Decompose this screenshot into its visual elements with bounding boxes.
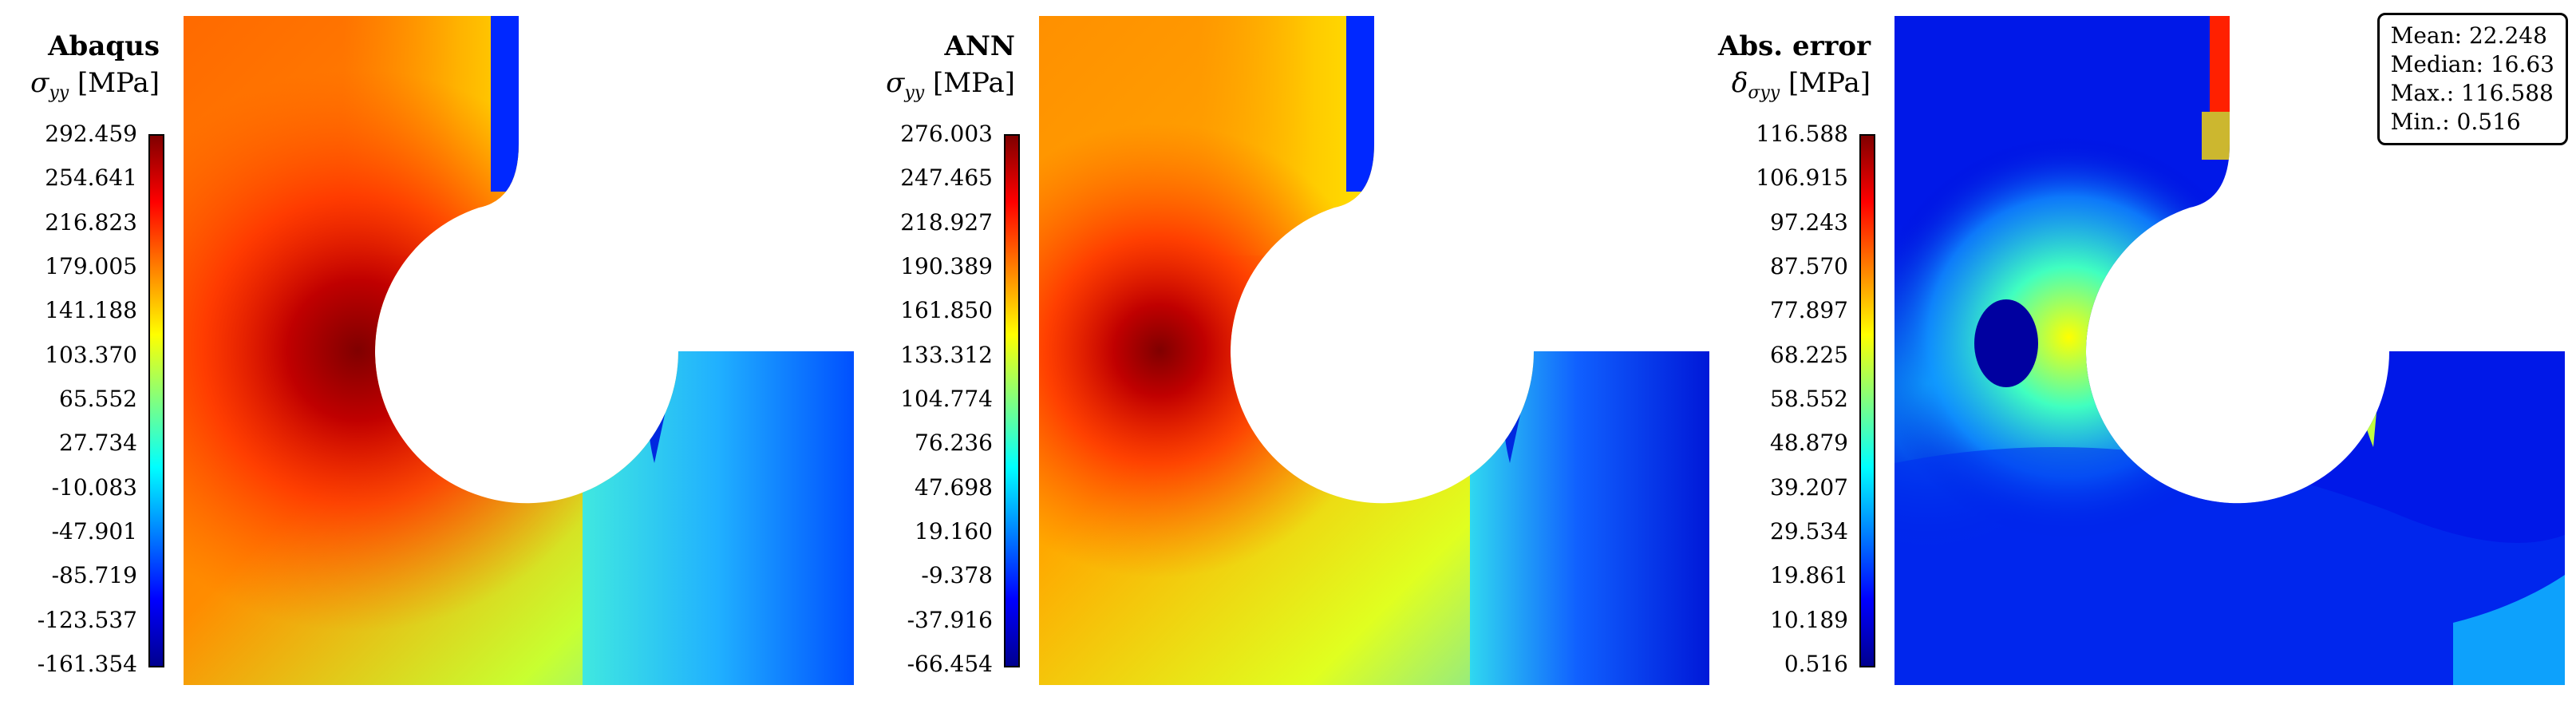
- colorbar-tick: 97.243: [1770, 209, 1848, 236]
- colorbar-tick: 190.389: [900, 253, 993, 279]
- colorbar-ticks: 116.588 106.915 97.243 87.570 77.897 68.…: [1689, 121, 1848, 677]
- stress-field-svg: [184, 16, 854, 685]
- panel-title: Abaqus: [48, 30, 160, 62]
- stat-mean: Mean: 22.248: [2390, 22, 2547, 49]
- colorbar-tick: 179.005: [45, 253, 137, 279]
- quantity-subscript: σyy: [1748, 82, 1780, 103]
- panel-title-block: Abaqus σyy [MPa]: [30, 29, 160, 113]
- error-stats-box: Mean: 22.248 Median: 16.63 Max.: 116.588…: [2376, 13, 2568, 145]
- colorbar-tick: -47.901: [51, 518, 137, 545]
- colorbar-tick: 77.897: [1770, 297, 1848, 323]
- colorbar-tick: -10.083: [51, 474, 137, 501]
- colorbar-tick: 254.641: [45, 164, 137, 191]
- stress-field-plot: [184, 16, 854, 685]
- panel-abaqus: Abaqus σyy [MPa] 292.459 254.641 216.823…: [0, 0, 854, 701]
- colorbar-tick: 47.698: [915, 474, 993, 501]
- unit-label: [MPa]: [77, 67, 160, 99]
- colorbar-tick: 133.312: [900, 342, 993, 368]
- colorbar-tick: 19.160: [915, 518, 993, 545]
- quantity-label: σyy [MPa]: [30, 64, 160, 113]
- stat-max: Max.: 116.588: [2390, 80, 2554, 106]
- panel-title: Abs. error: [1717, 30, 1871, 62]
- colorbar-tick: 48.879: [1770, 430, 1848, 456]
- colorbar-tick: 104.774: [900, 386, 993, 412]
- quantity-label: δσyy [MPa]: [1718, 64, 1871, 113]
- quantity-label: σyy [MPa]: [886, 64, 1015, 113]
- panel-title-block: ANN σyy [MPa]: [886, 29, 1015, 113]
- colorbar-tick: -37.916: [907, 607, 993, 633]
- quantity-subscript: yy: [49, 82, 69, 103]
- colorbar-tick: 247.465: [900, 164, 993, 191]
- colorbar-tick: 161.850: [900, 297, 993, 323]
- colorbar-tick: 106.915: [1756, 164, 1848, 191]
- colorbar: [1004, 134, 1020, 667]
- colorbar: [1859, 134, 1875, 667]
- colorbar-tick: 218.927: [900, 209, 993, 236]
- colorbar-ticks: 292.459 254.641 216.823 179.005 141.188 …: [0, 121, 137, 677]
- colorbar-tick: -123.537: [37, 607, 137, 633]
- panel-title-block: Abs. error δσyy [MPa]: [1718, 29, 1871, 113]
- quantity-symbol: σ: [30, 67, 49, 99]
- colorbar-tick: -66.454: [907, 651, 993, 677]
- quantity-symbol: σ: [886, 67, 905, 99]
- stat-min: Min.: 0.516: [2390, 109, 2521, 135]
- colorbar-tick: 39.207: [1770, 474, 1848, 501]
- quantity-subscript: yy: [904, 82, 925, 103]
- stress-field-svg: [1039, 16, 1709, 685]
- colorbar-tick: 29.534: [1770, 518, 1848, 545]
- colorbar-tick: 65.552: [59, 386, 137, 412]
- colorbar-tick: 10.189: [1770, 607, 1848, 633]
- colorbar: [148, 134, 164, 667]
- colorbar-tick: 76.236: [915, 430, 993, 456]
- colorbar-tick: 87.570: [1770, 253, 1848, 279]
- colorbar-tick: 0.516: [1784, 651, 1848, 677]
- colorbar-tick: 276.003: [900, 121, 993, 147]
- colorbar-tick: 27.734: [59, 430, 137, 456]
- colorbar-tick: -9.378: [921, 562, 993, 588]
- colorbar-tick: 103.370: [45, 342, 137, 368]
- colorbar-tick: 116.588: [1756, 121, 1848, 147]
- colorbar-tick: 216.823: [45, 209, 137, 236]
- colorbar-ticks: 276.003 247.465 218.927 190.389 161.850 …: [833, 121, 993, 677]
- stress-field-plot: [1039, 16, 1709, 685]
- colorbar-tick: -85.719: [51, 562, 137, 588]
- panel-title: ANN: [944, 30, 1015, 62]
- colorbar-tick: 58.552: [1770, 386, 1848, 412]
- colorbar-tick: 141.188: [45, 297, 137, 323]
- colorbar-tick: 19.861: [1770, 562, 1848, 588]
- colorbar-tick: 292.459: [45, 121, 137, 147]
- unit-label: [MPa]: [933, 67, 1015, 99]
- colorbar-tick: -161.354: [37, 651, 137, 677]
- unit-label: [MPa]: [1788, 67, 1871, 99]
- panel-ann: ANN σyy [MPa] 276.003 247.465 218.927 19…: [855, 0, 1709, 701]
- panel-abs-error: Abs. error δσyy [MPa] 116.588 106.915 97…: [1711, 0, 2576, 701]
- stat-median: Median: 16.63: [2390, 51, 2554, 77]
- colorbar-tick: 68.225: [1770, 342, 1848, 368]
- quantity-symbol: δ: [1731, 67, 1748, 99]
